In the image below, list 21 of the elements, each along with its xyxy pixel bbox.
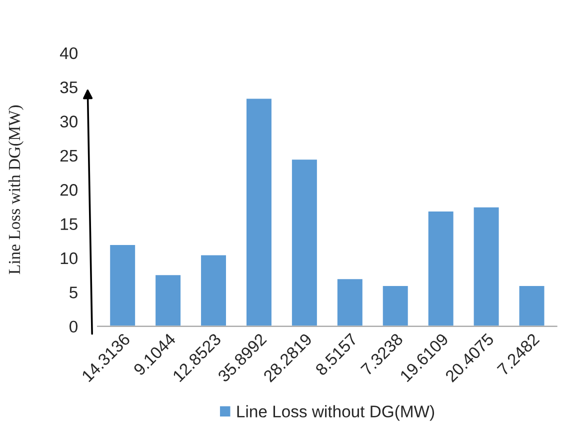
y-tick-label: 15 xyxy=(60,218,78,230)
bar xyxy=(154,274,182,326)
bar xyxy=(200,254,228,326)
bar xyxy=(290,158,318,326)
bar xyxy=(518,284,546,326)
y-tick-label: 20 xyxy=(60,184,78,196)
y-tick-label: 25 xyxy=(60,150,78,162)
y-tick-label: 10 xyxy=(60,252,78,264)
y-tick-label: 0 xyxy=(70,320,78,333)
legend-label: Line Loss without DG(MW) xyxy=(237,405,434,421)
y-tick-label: 35 xyxy=(60,82,78,94)
bar xyxy=(382,284,410,326)
bar xyxy=(472,206,500,326)
bar xyxy=(426,210,455,326)
y-tick-label: 30 xyxy=(60,116,78,128)
bar xyxy=(336,278,364,326)
bar xyxy=(245,97,273,326)
bar xyxy=(108,244,136,326)
y-tick-label: 5 xyxy=(70,286,78,298)
y-tick-label: 40 xyxy=(60,47,78,60)
y-axis-title: Line Loss with DG(MW) xyxy=(8,105,24,274)
